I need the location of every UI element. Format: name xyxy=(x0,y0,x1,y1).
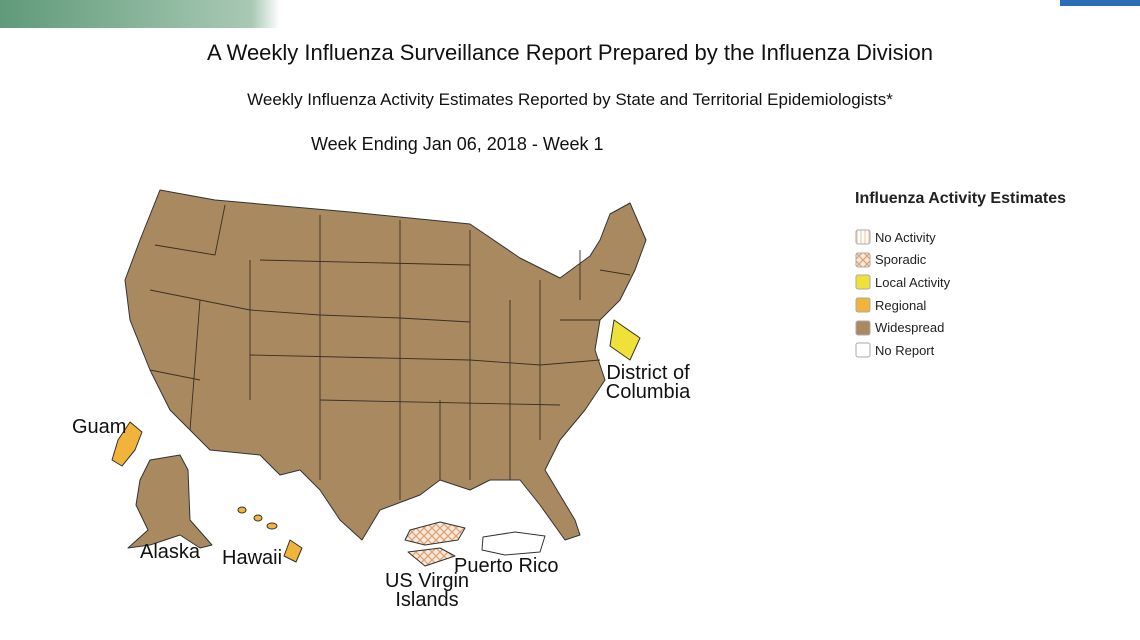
legend-item: Widespread xyxy=(855,316,1066,339)
legend-swatch xyxy=(855,342,871,358)
dc-inset xyxy=(609,319,641,361)
legend-label: Local Activity xyxy=(875,274,951,290)
legend-swatch xyxy=(855,320,871,336)
banner xyxy=(0,0,560,28)
map-label: Puerto Rico xyxy=(454,555,559,577)
alaska xyxy=(127,454,213,549)
legend-swatch xyxy=(855,297,871,313)
map-label: Hawaii xyxy=(222,547,283,569)
hawaii xyxy=(237,506,303,563)
legend-label: No Report xyxy=(875,342,935,358)
state-borders xyxy=(149,204,631,500)
guam xyxy=(111,421,143,467)
logo xyxy=(1060,0,1140,6)
legend-item: Local Activity xyxy=(855,271,1066,294)
legend-item: No Activity xyxy=(855,226,1066,249)
us-virgin-islands xyxy=(404,521,466,567)
legend-label: No Activity xyxy=(875,229,936,245)
puerto-rico xyxy=(481,531,546,556)
legend-label: Sporadic xyxy=(875,252,927,268)
contiguous-us xyxy=(124,189,647,541)
map-label: Alaska xyxy=(140,541,201,563)
legend-swatch xyxy=(855,229,871,245)
map-label: Guam xyxy=(72,416,127,438)
legend-label: Regional xyxy=(875,297,927,313)
title: A Weekly Influenza Surveillance Report P… xyxy=(207,40,933,65)
legend-item: Regional xyxy=(855,294,1066,317)
legend-item: No Report xyxy=(855,339,1066,362)
legend-title: Influenza Activity Estimates xyxy=(855,190,1067,207)
legend: Influenza Activity Estimates No Activity… xyxy=(855,190,1066,362)
subtitle: Weekly Influenza Activity Estimates Repo… xyxy=(247,90,893,109)
legend-swatch xyxy=(855,252,871,268)
map-label: US Virgin Islands xyxy=(384,570,470,611)
legend-items: No Activity Sporadic Local Activity Regiona… xyxy=(855,226,1066,362)
legend-swatch xyxy=(855,274,871,290)
legend-label: Widespread xyxy=(875,320,945,336)
week-label: Week Ending Jan 06, 2018 - Week 1 xyxy=(311,134,604,154)
map-label: District of Columbia xyxy=(605,362,691,403)
legend-item: Sporadic xyxy=(855,249,1066,272)
